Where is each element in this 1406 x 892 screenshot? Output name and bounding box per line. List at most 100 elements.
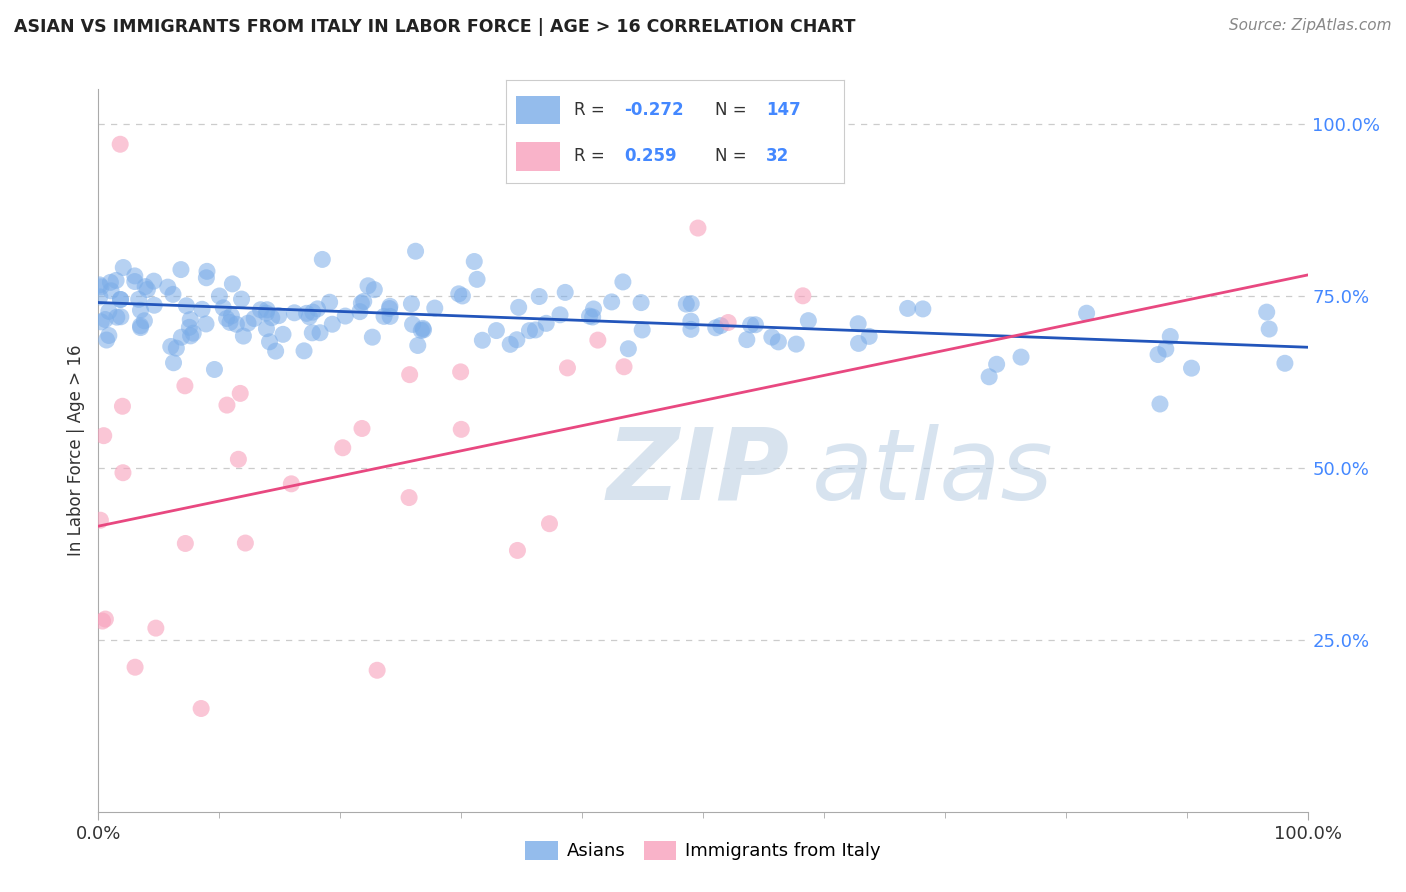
Point xyxy=(94,312,117,326)
Point xyxy=(465,272,488,286)
Point xyxy=(162,356,184,370)
Point xyxy=(91,614,114,628)
Text: R =: R = xyxy=(574,101,610,119)
Point xyxy=(215,311,238,326)
Point xyxy=(349,304,371,318)
Point xyxy=(600,294,623,309)
Point xyxy=(1154,342,1177,356)
Point xyxy=(451,289,474,303)
Point xyxy=(506,543,529,558)
Point xyxy=(582,310,605,324)
Point xyxy=(93,428,115,442)
Point xyxy=(271,327,294,342)
Point xyxy=(129,318,152,333)
Point xyxy=(1256,305,1278,319)
Point xyxy=(986,357,1008,371)
Text: ASIAN VS IMMIGRANTS FROM ITALY IN LABOR FORCE | AGE > 16 CORRELATION CHART: ASIAN VS IMMIGRANTS FROM ITALY IN LABOR … xyxy=(14,18,856,36)
Point xyxy=(785,337,807,351)
Point xyxy=(406,338,429,352)
Point xyxy=(256,302,278,317)
Point xyxy=(311,252,333,267)
Point xyxy=(90,280,112,294)
Point xyxy=(97,304,120,318)
Point xyxy=(710,318,733,333)
Point xyxy=(190,701,212,715)
Y-axis label: In Labor Force | Age > 16: In Labor Force | Age > 16 xyxy=(66,344,84,557)
Point xyxy=(124,268,146,283)
Point xyxy=(554,285,576,300)
Point xyxy=(353,294,375,309)
Point xyxy=(412,323,434,337)
Point xyxy=(318,295,340,310)
Point xyxy=(124,660,146,674)
Point xyxy=(401,318,423,332)
Point xyxy=(450,422,472,436)
Point xyxy=(405,244,427,259)
Point xyxy=(717,316,740,330)
Point xyxy=(630,295,652,310)
Text: Source: ZipAtlas.com: Source: ZipAtlas.com xyxy=(1229,18,1392,33)
Point xyxy=(524,323,547,337)
Point xyxy=(96,333,118,347)
Point xyxy=(740,318,762,332)
Point xyxy=(231,292,253,306)
Point xyxy=(979,369,1001,384)
Point xyxy=(145,621,167,635)
Point xyxy=(129,320,152,334)
Point xyxy=(463,254,485,268)
Point xyxy=(350,421,373,435)
Point xyxy=(136,283,159,297)
Point xyxy=(134,279,156,293)
Point xyxy=(176,299,198,313)
Point xyxy=(225,318,247,332)
Point xyxy=(110,310,132,324)
Text: 0.259: 0.259 xyxy=(624,147,676,165)
Point xyxy=(309,326,332,340)
Point xyxy=(679,314,702,328)
Point xyxy=(195,270,218,285)
Point xyxy=(100,284,122,298)
Point xyxy=(681,296,703,310)
Point xyxy=(156,280,179,294)
Point xyxy=(858,329,880,343)
Point xyxy=(679,322,702,336)
Point xyxy=(911,301,934,316)
Point xyxy=(180,329,202,343)
Point xyxy=(534,316,557,330)
Point xyxy=(221,309,243,323)
Point xyxy=(768,334,790,349)
Point xyxy=(105,310,128,325)
Point xyxy=(124,275,146,289)
Point xyxy=(704,320,727,334)
Point xyxy=(129,303,152,318)
Point xyxy=(267,309,290,323)
Point xyxy=(357,278,380,293)
Text: 147: 147 xyxy=(766,101,801,119)
Point xyxy=(578,309,600,323)
Point xyxy=(134,314,156,328)
Point xyxy=(401,297,423,311)
Point xyxy=(174,536,197,550)
Point xyxy=(1159,329,1181,343)
Point xyxy=(411,323,433,337)
Text: R =: R = xyxy=(574,147,610,165)
Point xyxy=(307,301,329,316)
Point xyxy=(90,315,112,329)
Point xyxy=(97,328,120,343)
Point xyxy=(292,343,315,358)
Point xyxy=(1076,306,1098,320)
Point xyxy=(613,359,636,374)
Legend: Asians, Immigrants from Italy: Asians, Immigrants from Italy xyxy=(517,834,889,868)
Point xyxy=(471,333,494,347)
Point xyxy=(298,310,321,324)
Point xyxy=(191,302,214,317)
Point xyxy=(373,310,395,324)
Point xyxy=(499,337,522,351)
Point xyxy=(447,286,470,301)
Point xyxy=(1274,356,1296,370)
Point xyxy=(195,264,218,278)
Point xyxy=(89,277,111,292)
Point xyxy=(179,320,201,334)
Point xyxy=(508,301,530,315)
Text: N =: N = xyxy=(716,101,752,119)
